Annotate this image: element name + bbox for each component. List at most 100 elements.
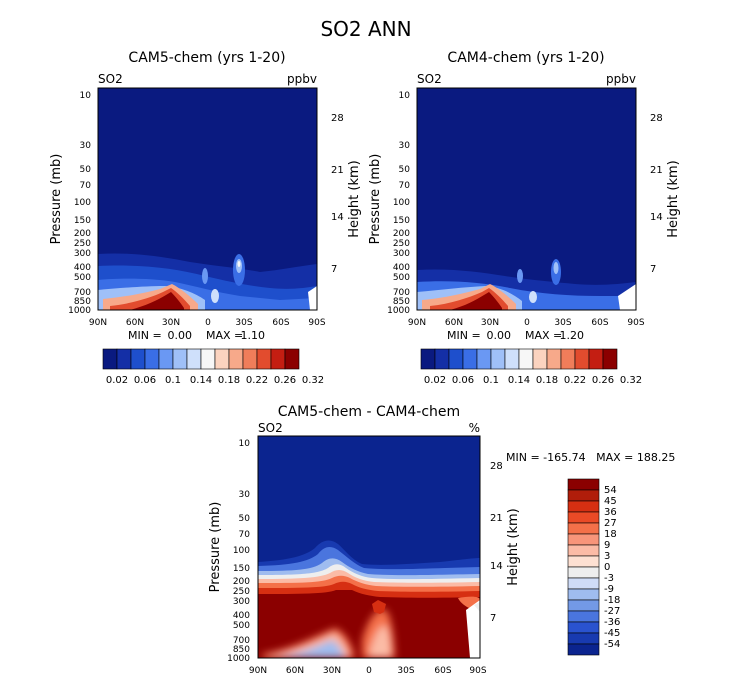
height-tick: 28 [331,113,344,124]
x-tick: 30S [397,666,414,676]
y-tick: 10 [80,91,92,101]
colorbar-label: -27 [604,606,620,617]
x-tick: 30N [323,666,341,676]
y-tick: 400 [233,611,250,621]
min-label: MIN = [128,329,162,342]
colorbar-swatch [448,348,464,370]
colorbar-swatch [284,348,300,370]
left-axis-ticks: 10 30 50 70 100 150 200 250 300 400 500 … [227,439,250,664]
colorbar-label: -9 [604,584,614,595]
min-value: 0.00 [168,329,193,342]
colorbar-swatch [560,348,576,370]
y-tick: 500 [233,621,250,631]
colorbar-swatch [546,348,562,370]
x-tick: 90S [469,666,486,676]
colorbar-swatch [567,621,600,634]
x-tick: 60N [286,666,304,676]
colorbar-swatch [567,632,600,645]
y-tick: 10 [239,439,251,449]
height-tick: 14 [650,212,663,223]
colorbar-label: 0.22 [246,375,268,386]
colorbar-label: 18 [604,529,617,540]
y-tick: 30 [399,141,411,151]
x-axis-ticks: 90N 60N 30N 0 30S 60S 90S [249,666,487,676]
x-tick: 60S [272,318,289,328]
x-tick: 90S [308,318,325,328]
y-axis-label-right: Height (km) [666,160,681,237]
y-tick: 300 [393,249,410,259]
colorbar-labels: 0.02 0.06 0.1 0.14 0.18 0.22 0.26 0.32 [424,375,642,386]
colorbar-swatch [270,348,286,370]
y-tick: 850 [233,645,250,655]
colorbar-label: 3 [604,551,610,562]
y-tick: 150 [233,564,250,574]
units-label: ppbv [606,72,636,86]
min-value: 0.00 [487,329,512,342]
x-tick: 90N [89,318,107,328]
y-tick: 70 [399,181,411,191]
colorbar-label: -54 [604,639,620,650]
right-axis-ticks: 28 21 14 7 [650,113,663,275]
colorbar-labels: 54 45 36 27 18 9 3 0 -3 -9 -18 -27 -36 -… [604,485,620,650]
colorbar-label: 0.06 [134,375,156,386]
y-tick: 30 [80,141,92,151]
y-tick: 50 [399,165,411,175]
colorbar-label: -18 [604,595,620,606]
y-tick: 10 [399,91,411,101]
colorbar-swatch [588,348,604,370]
colorbar-swatch [567,511,600,524]
colorbar-label: 0.18 [218,375,240,386]
colorbar-swatch [172,348,188,370]
colorbar-swatch [242,348,258,370]
colorbar-swatch [518,348,534,370]
colorbar-swatch [130,348,146,370]
colorbar-label: 0.1 [483,375,499,386]
x-tick: 60S [434,666,451,676]
y-tick: 850 [393,297,410,307]
colorbar-label: -36 [604,617,620,628]
colorbar-label: 27 [604,518,617,529]
colorbar-swatch [574,348,590,370]
colorbar-label: 9 [604,540,610,551]
x-tick: 0 [366,666,372,676]
x-tick: 30S [235,318,252,328]
units-label: ppbv [287,72,317,86]
units-label: % [469,421,480,435]
max-value: 1.20 [560,329,585,342]
y-tick: 250 [74,239,91,249]
colorbar-label: 0.14 [190,375,212,386]
variable-label: SO2 [258,421,283,435]
y-tick: 200 [74,229,91,239]
colorbar-label: 0.26 [592,375,614,386]
height-tick: 21 [650,165,663,176]
colorbar-label: -3 [604,573,614,584]
y-tick: 70 [239,530,251,540]
colorbar-swatch [102,348,118,370]
height-tick: 28 [490,461,503,472]
x-tick: 30N [162,318,180,328]
y-tick: 50 [80,165,92,175]
y-tick: 70 [80,181,92,191]
variable-label: SO2 [417,72,442,86]
colorbar-swatch [567,478,600,491]
colorbar-label: -45 [604,628,620,639]
y-tick: 100 [74,198,91,208]
y-tick: 1000 [68,306,91,316]
colorbar-label: 45 [604,496,617,507]
y-tick: 250 [393,239,410,249]
y-tick: 250 [233,587,250,597]
left-axis-ticks: 10 30 50 70 100 150 200 250 300 400 500 … [387,91,410,316]
y-tick: 300 [74,249,91,259]
y-axis-label-right: Height (km) [506,508,521,585]
height-tick: 14 [331,212,344,223]
colorbar-label: 0.32 [302,375,324,386]
x-tick: 90N [408,318,426,328]
y-tick: 700 [233,636,250,646]
x-tick: 30S [554,318,571,328]
colorbar-label: 54 [604,485,617,496]
figure-title: SO2 ANN [320,17,411,41]
colorbar-swatch [490,348,506,370]
y-tick: 400 [393,263,410,273]
y-tick: 150 [393,216,410,226]
y-tick: 150 [74,216,91,226]
